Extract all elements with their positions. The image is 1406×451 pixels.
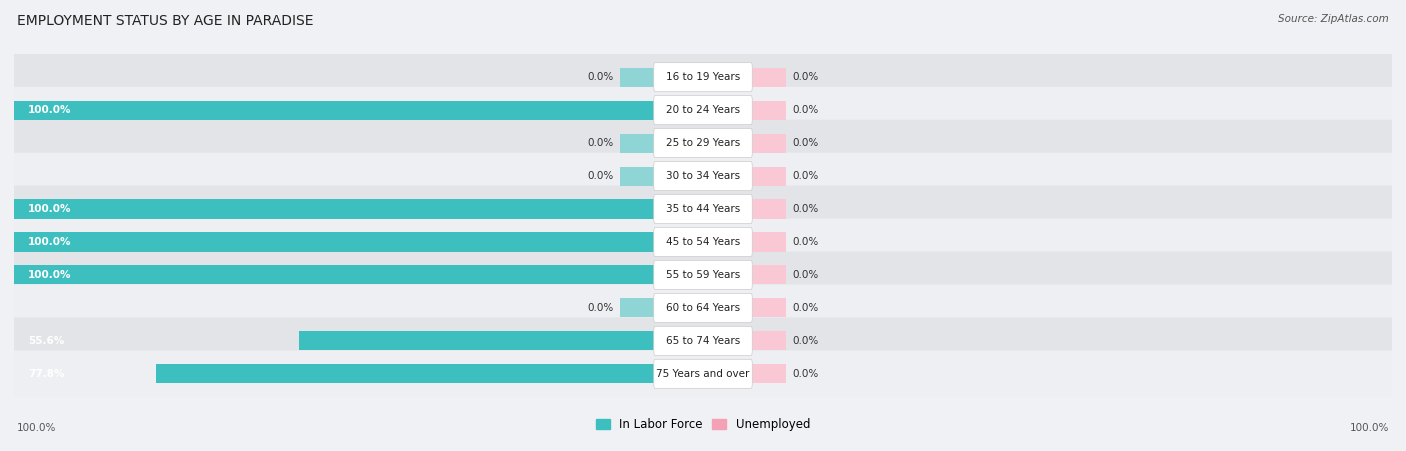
Text: 0.0%: 0.0% xyxy=(588,171,613,181)
Bar xyxy=(751,101,786,120)
Text: 25 to 29 Years: 25 to 29 Years xyxy=(666,138,740,148)
Bar xyxy=(751,68,786,87)
Bar xyxy=(620,166,655,186)
FancyBboxPatch shape xyxy=(654,260,752,290)
Bar xyxy=(751,232,786,252)
Text: 100.0%: 100.0% xyxy=(28,237,72,247)
Text: 55 to 59 Years: 55 to 59 Years xyxy=(666,270,740,280)
Text: 30 to 34 Years: 30 to 34 Years xyxy=(666,171,740,181)
FancyBboxPatch shape xyxy=(654,294,752,322)
Bar xyxy=(14,232,655,252)
Text: 65 to 74 Years: 65 to 74 Years xyxy=(666,336,740,346)
FancyBboxPatch shape xyxy=(13,252,1393,299)
Text: 35 to 44 Years: 35 to 44 Years xyxy=(666,204,740,214)
Text: 75 Years and over: 75 Years and over xyxy=(657,369,749,379)
FancyBboxPatch shape xyxy=(654,227,752,257)
Bar xyxy=(620,68,655,87)
FancyBboxPatch shape xyxy=(654,63,752,92)
FancyBboxPatch shape xyxy=(13,318,1393,364)
Text: 0.0%: 0.0% xyxy=(793,72,818,82)
Bar xyxy=(751,331,786,350)
FancyBboxPatch shape xyxy=(654,96,752,124)
Text: 0.0%: 0.0% xyxy=(793,171,818,181)
Bar xyxy=(751,199,786,219)
Text: 45 to 54 Years: 45 to 54 Years xyxy=(666,237,740,247)
FancyBboxPatch shape xyxy=(13,54,1393,101)
Text: 100.0%: 100.0% xyxy=(1350,423,1389,433)
FancyBboxPatch shape xyxy=(13,350,1393,397)
Bar xyxy=(14,101,655,120)
Bar xyxy=(751,265,786,285)
Bar xyxy=(751,364,786,383)
FancyBboxPatch shape xyxy=(654,327,752,355)
FancyBboxPatch shape xyxy=(13,219,1393,265)
Text: 55.6%: 55.6% xyxy=(28,336,65,346)
Text: 0.0%: 0.0% xyxy=(793,105,818,115)
Text: 100.0%: 100.0% xyxy=(28,105,72,115)
Bar xyxy=(751,299,786,318)
Bar xyxy=(751,133,786,152)
Text: 0.0%: 0.0% xyxy=(793,204,818,214)
Text: 0.0%: 0.0% xyxy=(588,303,613,313)
FancyBboxPatch shape xyxy=(654,194,752,224)
Text: 60 to 64 Years: 60 to 64 Years xyxy=(666,303,740,313)
FancyBboxPatch shape xyxy=(13,285,1393,331)
Text: 100.0%: 100.0% xyxy=(28,270,72,280)
Text: 77.8%: 77.8% xyxy=(28,369,65,379)
Bar xyxy=(620,299,655,318)
FancyBboxPatch shape xyxy=(13,120,1393,166)
Text: 0.0%: 0.0% xyxy=(793,237,818,247)
FancyBboxPatch shape xyxy=(13,152,1393,199)
Bar xyxy=(751,166,786,186)
Bar xyxy=(298,331,655,350)
Text: 0.0%: 0.0% xyxy=(793,303,818,313)
FancyBboxPatch shape xyxy=(654,161,752,191)
Text: 16 to 19 Years: 16 to 19 Years xyxy=(666,72,740,82)
Bar xyxy=(156,364,655,383)
FancyBboxPatch shape xyxy=(13,186,1393,232)
Text: 0.0%: 0.0% xyxy=(793,369,818,379)
Bar xyxy=(14,199,655,219)
Text: 100.0%: 100.0% xyxy=(17,423,56,433)
Text: 20 to 24 Years: 20 to 24 Years xyxy=(666,105,740,115)
FancyBboxPatch shape xyxy=(13,87,1393,133)
Text: EMPLOYMENT STATUS BY AGE IN PARADISE: EMPLOYMENT STATUS BY AGE IN PARADISE xyxy=(17,14,314,28)
Text: 100.0%: 100.0% xyxy=(28,204,72,214)
Text: Source: ZipAtlas.com: Source: ZipAtlas.com xyxy=(1278,14,1389,23)
Text: 0.0%: 0.0% xyxy=(588,72,613,82)
Text: 0.0%: 0.0% xyxy=(588,138,613,148)
Bar xyxy=(620,133,655,152)
FancyBboxPatch shape xyxy=(654,129,752,157)
Text: 0.0%: 0.0% xyxy=(793,270,818,280)
Bar xyxy=(14,265,655,285)
Text: 0.0%: 0.0% xyxy=(793,336,818,346)
Legend: In Labor Force, Unemployed: In Labor Force, Unemployed xyxy=(591,413,815,436)
Text: 0.0%: 0.0% xyxy=(793,138,818,148)
FancyBboxPatch shape xyxy=(654,359,752,388)
